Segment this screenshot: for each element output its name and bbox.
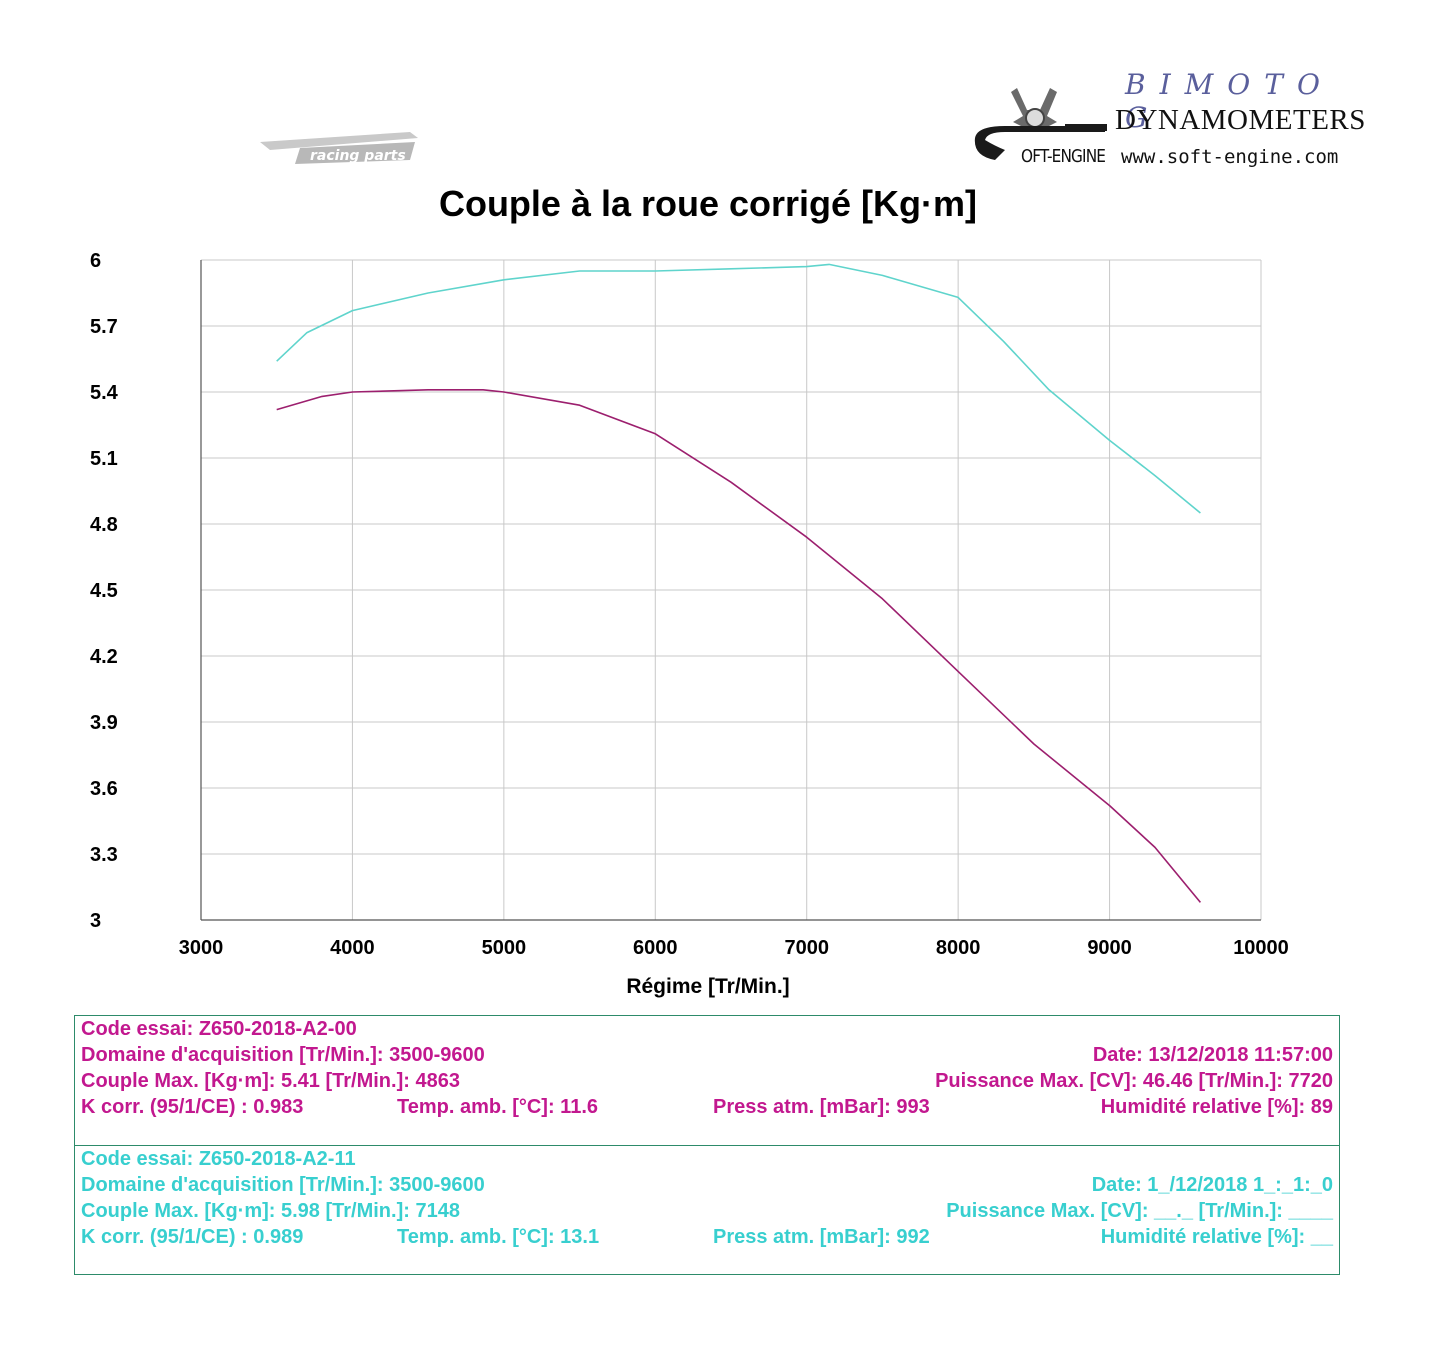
test1-humidity: Humidité relative [%]: 89 [1100, 1096, 1333, 1118]
y-tick-label: 3 [90, 910, 101, 932]
x-tick-label: 9000 [1087, 937, 1132, 959]
left-logo-graphic: racing parts [260, 132, 418, 164]
y-tick-label: 6 [90, 250, 101, 272]
wrench-icon [974, 88, 1107, 160]
left-logo: racing parts [240, 120, 430, 180]
brand-soft-engine: OFT-ENGINE [1021, 146, 1106, 167]
chart-title: Couple à la roue corrigé [Kg·m] [438, 183, 978, 224]
test1-couple-max: Couple Max. [Kg·m]: 5.41 [Tr/Min.]: 4863 [81, 1070, 460, 1092]
test1-puissance-max: Puissance Max. [CV]: 46.46 [Tr/Min.]: 77… [935, 1070, 1333, 1092]
x-tick-label: 7000 [784, 937, 829, 959]
test1-temp: Temp. amb. [°C]: 11.6 [397, 1096, 599, 1118]
test2-humidity: Humidité relative [%]: __ [1100, 1226, 1333, 1248]
y-tick-label: 3.3 [90, 844, 118, 866]
x-tick-label: 8000 [936, 937, 981, 959]
y-tick-label: 4.5 [90, 580, 118, 602]
brand-url: www.soft-engine.com [1121, 146, 1339, 168]
test2-puissance-max: Puissance Max. [CV]: __._ [Tr/Min.]: ___… [946, 1200, 1333, 1222]
brand-logo: BIMOTO G DYNAMOMETERS OFT-ENGINE www.sof… [965, 60, 1375, 180]
y-tick-label: 3.6 [90, 778, 118, 800]
x-tick-label: 6000 [633, 937, 678, 959]
y-tick-label: 3.9 [90, 712, 118, 734]
x-tick-label: 5000 [482, 937, 527, 959]
y-tick-label: 5.1 [90, 448, 118, 470]
test1-k-corr: K corr. (95/1/CE) : 0.983 [81, 1096, 304, 1118]
test2-domain: Domaine d'acquisition [Tr/Min.]: 3500-96… [81, 1174, 485, 1196]
info-divider [75, 1145, 1339, 1146]
y-tick-label: 5.7 [90, 316, 118, 338]
test2-press: Press atm. [mBar]: 992 [713, 1226, 930, 1248]
test2-temp: Temp. amb. [°C]: 13.1 [397, 1226, 600, 1248]
x-tick-label: 4000 [330, 937, 375, 959]
test1-domain: Domaine d'acquisition [Tr/Min.]: 3500-96… [81, 1044, 485, 1066]
series-line-1 [276, 388, 1202, 903]
test2-couple-max: Couple Max. [Kg·m]: 5.98 [Tr/Min.]: 7148 [81, 1200, 460, 1222]
left-logo-text: racing parts [310, 148, 406, 164]
test2-date: Date: 1_/12/2018 1_:_1:_0 [1091, 1174, 1333, 1196]
torque-chart: 3000 4000 5000 6000 7000 8000 9000 10000 3 3.3 3.6… [90, 250, 1289, 998]
x-tick-label: 3000 [179, 937, 224, 959]
brand-script: BIMOTO G [1125, 68, 1334, 134]
x-tick-label: 10000 [1233, 937, 1289, 959]
y-tick-label: 4.2 [90, 646, 118, 668]
y-tick-label: 4.8 [90, 514, 118, 536]
y-tick-label: 5.4 [90, 382, 119, 404]
test1-date: Date: 13/12/2018 11:57:00 [1092, 1044, 1333, 1066]
brand-name: DYNAMOMETERS [1115, 104, 1366, 136]
test2-k-corr: K corr. (95/1/CE) : 0.989 [81, 1226, 304, 1248]
test1-code: Code essai: Z650-2018-A2-00 [81, 1018, 357, 1040]
test2-code: Code essai: Z650-2018-A2-11 [81, 1148, 356, 1170]
series-line-2 [276, 263, 1201, 514]
x-axis-label: Régime [Tr/Min.] [626, 975, 789, 998]
test-info-box: Code essai: Z650-2018-A2-00 Domaine d'ac… [74, 1015, 1340, 1275]
test1-press: Press atm. [mBar]: 993 [713, 1096, 930, 1118]
